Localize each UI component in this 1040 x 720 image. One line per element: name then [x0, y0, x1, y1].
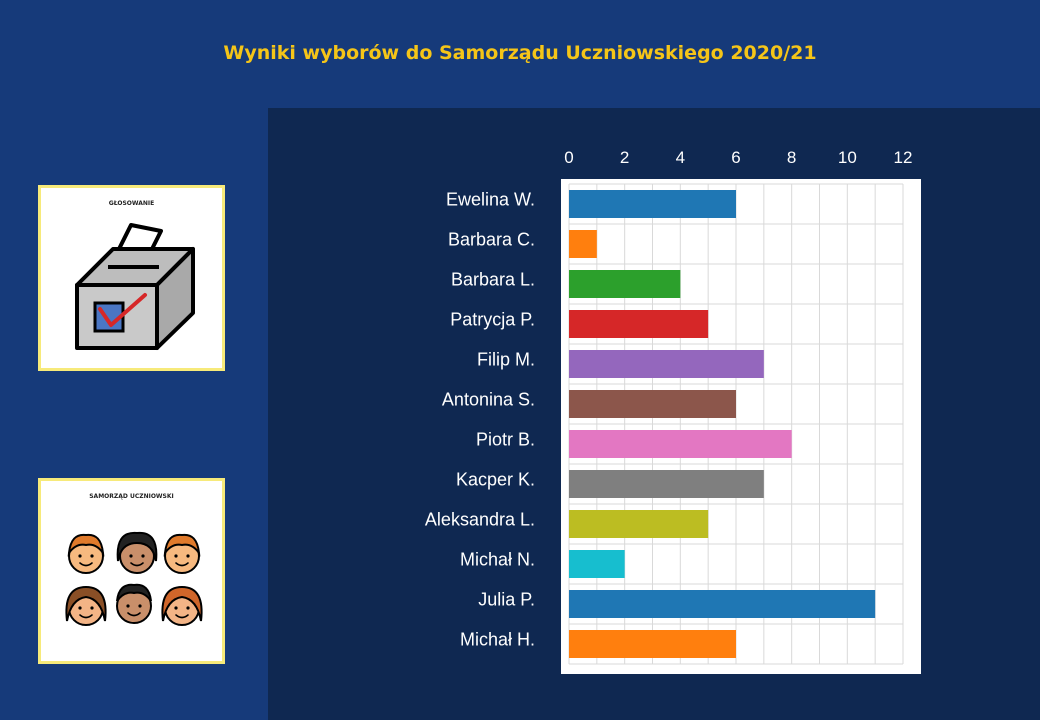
x-tick-label: 10 [837, 148, 857, 167]
bar-11 [569, 630, 736, 658]
category-label: Filip M. [477, 349, 535, 370]
bar-9 [569, 550, 625, 578]
category-label: Barbara L. [450, 269, 535, 290]
bar-10 [569, 590, 876, 618]
category-label: Michał H. [459, 629, 535, 650]
category-label: Ewelina W. [445, 189, 535, 210]
category-label: Aleksandra L. [424, 509, 535, 530]
ballot-box-icon [75, 223, 195, 350]
category-label: Michał N. [459, 549, 535, 570]
bar-1 [569, 230, 597, 258]
bar-0 [569, 190, 736, 218]
bar-2 [569, 270, 681, 298]
bar-6 [569, 430, 792, 458]
bar-7 [569, 470, 764, 498]
category-label: Patrycja P. [450, 309, 535, 330]
x-tick-label: 12 [893, 148, 913, 167]
bar-3 [569, 310, 709, 338]
people-group-icon [65, 531, 203, 626]
x-tick-label: 2 [619, 148, 630, 167]
student-council-card-label: SAMORZĄD UCZNIOWSKI [89, 493, 174, 500]
category-label: Kacper K. [455, 469, 535, 490]
x-tick-label: 6 [731, 148, 741, 167]
voting-card: GŁOSOWANIE [38, 185, 225, 371]
bar-8 [569, 510, 709, 538]
category-label: Piotr B. [475, 429, 535, 450]
x-tick-label: 8 [786, 148, 797, 167]
category-label: Julia P. [478, 589, 535, 610]
student-council-card: SAMORZĄD UCZNIOWSKI [38, 478, 225, 664]
voting-card-label: GŁOSOWANIE [108, 200, 155, 207]
bar-4 [569, 350, 764, 378]
page-title: Wyniki wyborów do Samorządu Uczniowskieg… [223, 42, 817, 64]
x-tick-label: 0 [564, 148, 574, 167]
category-label: Barbara C. [447, 229, 535, 250]
x-tick-label: 4 [675, 148, 686, 167]
category-label: Antonina S. [441, 389, 535, 410]
bar-5 [569, 390, 736, 418]
